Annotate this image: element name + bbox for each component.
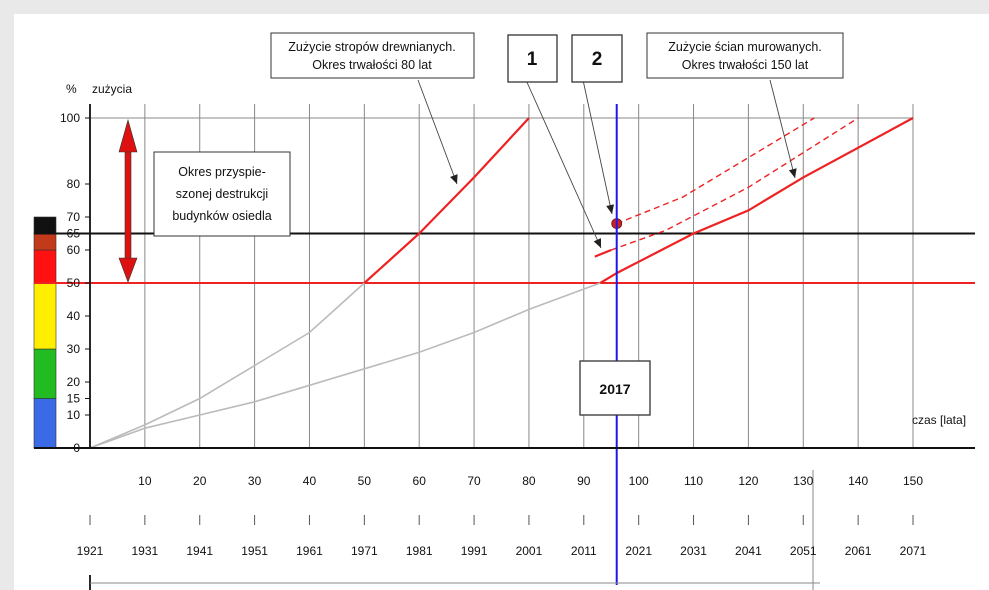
- year-tick-label: 2051: [790, 544, 817, 558]
- series-line: [89, 282, 601, 449]
- y-tick-label: 60: [67, 243, 81, 257]
- series-line: [616, 117, 815, 225]
- series-lines: [89, 104, 914, 585]
- tick-labels: 0 10 15 20 30 40 50 60 65 70 80 100 10 20 30 40 50 60 70 80…: [60, 111, 927, 558]
- year-tick-label: 1951: [241, 544, 268, 558]
- year-tick-label: 2001: [516, 544, 543, 558]
- label-box-1: [507, 34, 558, 83]
- x-tick-label: 100: [629, 474, 649, 488]
- destruction-arrow-shaft: [124, 149, 132, 261]
- x-tick-label: 130: [793, 474, 813, 488]
- pointer-2-head: [606, 204, 615, 214]
- y-tick-label: 100: [60, 111, 80, 125]
- year-tick-label: 1941: [186, 544, 213, 558]
- color-bar-segment: [33, 348, 57, 399]
- threshold-lines: [34, 232, 975, 284]
- label-1: 1: [527, 49, 538, 70]
- annotation-sciany-line2: Okres trwałości 150 lat: [682, 58, 809, 72]
- annotation-okres-line2: szonej destrukcji: [176, 187, 268, 201]
- x-tick-label: 80: [522, 474, 536, 488]
- x-tick-label: 10: [138, 474, 152, 488]
- annotations: [118, 79, 797, 283]
- annotation-stropy-line1: Zużycie stropów drewnianych.: [288, 40, 455, 54]
- annotation-okres-line3: budynków osiedla: [172, 209, 271, 223]
- color-bar-segment: [33, 233, 57, 251]
- year-tick-label: 2021: [625, 544, 652, 558]
- x-tick-label: 90: [577, 474, 591, 488]
- year-tick-label: 1971: [351, 544, 378, 558]
- year-marker-label: 2017: [599, 381, 630, 397]
- color-scale-bar: [33, 216, 57, 449]
- year-tick-label: 2041: [735, 544, 762, 558]
- series-line: [594, 248, 612, 258]
- y-tick-label: 40: [67, 309, 81, 323]
- annotation-box-okres: [153, 151, 291, 237]
- x-tick-label: 60: [413, 474, 427, 488]
- pointer-sciany: [769, 79, 796, 179]
- y-tick-label: 30: [67, 342, 81, 356]
- grid-lines: [90, 104, 914, 448]
- color-bar-segment: [33, 398, 57, 449]
- pointer-stropy: [417, 79, 458, 185]
- year-tick-label: 2071: [900, 544, 927, 558]
- x-tick-label: 20: [193, 474, 207, 488]
- x-tick-label: 110: [684, 474, 703, 488]
- color-bar-segment: [33, 282, 57, 350]
- x-tick-label: 40: [303, 474, 317, 488]
- chart-paper: [14, 14, 989, 590]
- annotation-stropy-line2: Okres trwałości 80 lat: [312, 58, 432, 72]
- year-tick-label: 1931: [132, 544, 159, 558]
- y-tick-label: 65: [67, 227, 81, 241]
- pointer-2: [582, 79, 613, 215]
- annotation-okres-line1: Okres przyspie-: [178, 165, 266, 179]
- pointer-sciany-head: [788, 168, 797, 178]
- y-tick-label: 20: [67, 375, 81, 389]
- series-line: [610, 117, 859, 251]
- x-tick-label: 120: [738, 474, 758, 488]
- series-line: [89, 282, 365, 449]
- y-tick-label: 50: [67, 276, 81, 290]
- year-tick-label: 1921: [77, 544, 104, 558]
- label-2: 2: [592, 49, 603, 70]
- axes: [34, 104, 975, 590]
- y-tick-label: 0: [73, 441, 80, 455]
- y-axis-title: zużycia: [92, 82, 132, 96]
- year-tick-label: 2031: [680, 544, 707, 558]
- label-box-2: [571, 34, 623, 83]
- x-tick-label: 30: [248, 474, 262, 488]
- year-tick-label: 1991: [461, 544, 488, 558]
- year-marker-box: [579, 360, 651, 416]
- x-tick-label: 70: [467, 474, 481, 488]
- annotation-sciany-line1: Zużycie ścian murowanych.: [668, 40, 822, 54]
- y-tick-label: 15: [67, 392, 81, 406]
- x-tick-label: 150: [903, 474, 923, 488]
- color-bar-segment: [33, 216, 57, 234]
- year-tick-label: 2061: [845, 544, 872, 558]
- annotation-box-sciany: [646, 32, 844, 79]
- y-tick-label: 10: [67, 408, 81, 422]
- destruction-arrow-head-up: [118, 118, 138, 153]
- color-bar-segment: [33, 249, 57, 284]
- annotation-box-stropy: [270, 32, 475, 79]
- series-line: [599, 117, 914, 284]
- year-tick-label: 1981: [406, 544, 433, 558]
- pointer-1: [525, 79, 602, 249]
- x-tick-label: 140: [848, 474, 868, 488]
- pointer-stropy-head: [450, 174, 458, 184]
- year-tick-label: 1961: [296, 544, 323, 558]
- pointer-1-head: [593, 238, 601, 248]
- y-tick-label: 70: [67, 210, 81, 224]
- destruction-arrow-head-down: [118, 257, 138, 283]
- x-axis-title: czas [lata]: [912, 413, 966, 427]
- y-tick-label: 80: [67, 177, 81, 191]
- y-axis-percent-label: %: [66, 82, 77, 96]
- x-tick-label: 50: [358, 474, 372, 488]
- series-line: [363, 117, 530, 284]
- year-tick-label: 2011: [571, 544, 597, 558]
